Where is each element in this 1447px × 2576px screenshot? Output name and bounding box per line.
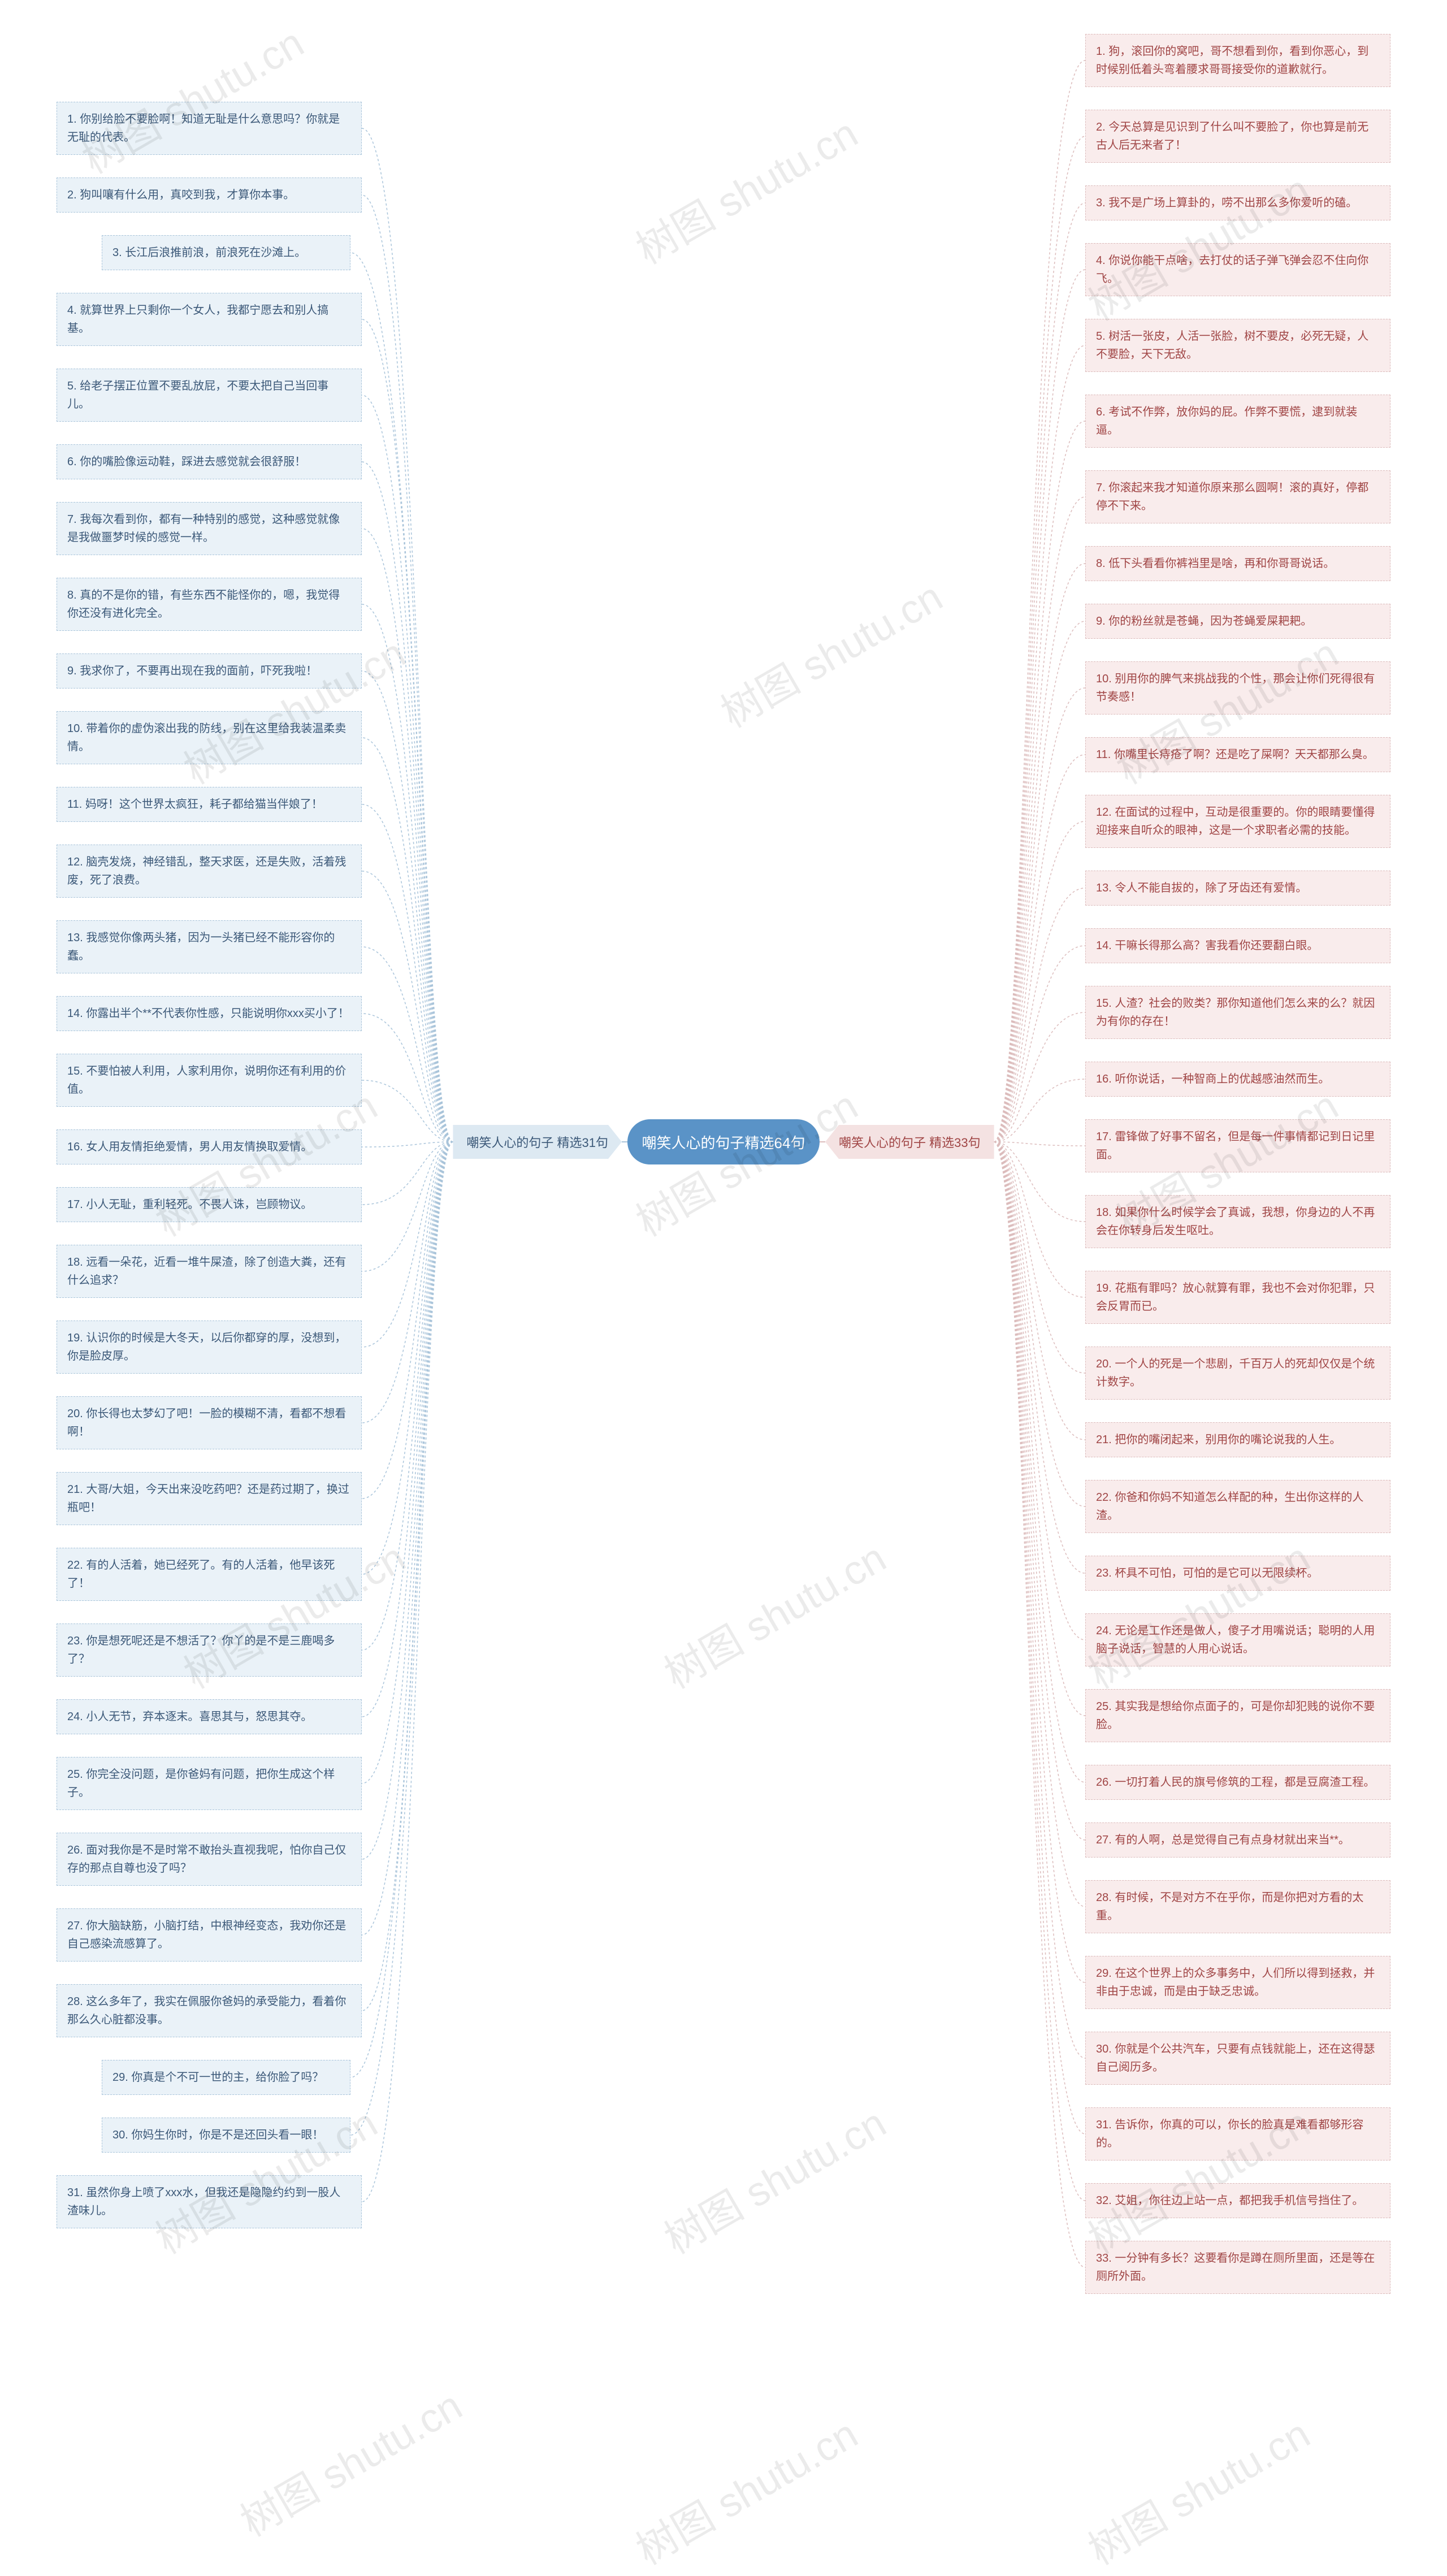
left-item: 1. 你别给脸不要脸啊！知道无耻是什么意思吗？你就是无耻的代表。 — [57, 102, 362, 155]
right-item: 26. 一切打着人民的旗号修筑的工程，都是豆腐渣工程。 — [1085, 1765, 1390, 1800]
left-item: 13. 我感觉你像两头猪，因为一头猪已经不能形容你的蠢。 — [57, 920, 362, 973]
right-item: 28. 有时候，不是对方不在乎你，而是你把对方看的太重。 — [1085, 1880, 1390, 1933]
branch-left-label: 嘲笑人心的句子 精选31句 — [466, 1133, 608, 1151]
left-item: 16. 女人用友情拒绝爱情，男人用友情换取爱情。 — [57, 1129, 362, 1164]
watermark: 树图 shutu.cn — [652, 1525, 895, 1700]
right-item: 16. 听你说话，一种智商上的优越感油然而生。 — [1085, 1062, 1390, 1097]
left-item: 18. 远看一朵花，近看一堆牛屎渣，除了创造大粪，还有什么追求？ — [57, 1245, 362, 1298]
left-item: 31. 虽然你身上喷了xxx水，但我还是隐隐约约到一股人渣味儿。 — [57, 2175, 362, 2228]
right-item: 12. 在面试的过程中，互动是很重要的。你的眼睛要懂得迎接来自听众的眼神，这是一… — [1085, 795, 1390, 848]
left-item: 12. 脑壳发烧，神经错乱，整天求医，还是失败，活着残废，死了浪费。 — [57, 845, 362, 898]
left-item: 17. 小人无耻，重利轻死。不畏人诛，岂顾物议。 — [57, 1187, 362, 1222]
right-column: 1. 狗，滚回你的窝吧，哥不想看到你，看到你恶心，到时候别低着头弯着腰求哥哥接受… — [1085, 34, 1390, 2317]
right-item: 23. 杯具不可怕，可怕的是它可以无限续杯。 — [1085, 1556, 1390, 1591]
left-item: 8. 真的不是你的错，有些东西不能怪你的，嗯，我觉得你还没有进化完全。 — [57, 578, 362, 631]
left-item: 2. 狗叫嚷有什么用，真咬到我，才算你本事。 — [57, 177, 362, 213]
right-item: 22. 你爸和你妈不知道怎么样配的种，生出你这样的人渣。 — [1085, 1480, 1390, 1533]
right-item: 32. 艾姐，你往边上站一点，都把我手机信号挡住了。 — [1085, 2183, 1390, 2218]
watermark: 树图 shutu.cn — [623, 2401, 867, 2576]
right-item: 25. 其实我是想给你点面子的，可是你却犯贱的说你不要脸。 — [1085, 1689, 1390, 1742]
watermark: 树图 shutu.cn — [652, 2090, 895, 2265]
left-item: 11. 妈呀！这个世界太疯狂，耗子都给猫当伴娘了！ — [57, 787, 362, 822]
right-item: 2. 今天总算是见识到了什么叫不要脸了，你也算是前无古人后无来者了！ — [1085, 110, 1390, 163]
right-item: 21. 把你的嘴闭起来，别用你的嘴论说我的人生。 — [1085, 1422, 1390, 1457]
right-item: 14. 干嘛长得那么高？害我看你还要翻白眼。 — [1085, 928, 1390, 963]
center-label: 嘲笑人心的句子精选64句 — [642, 1132, 805, 1153]
right-item: 17. 雷锋做了好事不留名，但是每一件事情都记到日记里面。 — [1085, 1119, 1390, 1172]
left-item: 5. 给老子摆正位置不要乱放屁，不要太把自己当回事儿。 — [57, 369, 362, 422]
right-item: 13. 令人不能自拔的，除了牙齿还有爱情。 — [1085, 871, 1390, 906]
right-item: 1. 狗，滚回你的窝吧，哥不想看到你，看到你恶心，到时候别低着头弯着腰求哥哥接受… — [1085, 34, 1390, 87]
left-item: 9. 我求你了，不要再出现在我的面前，吓死我啦！ — [57, 653, 362, 689]
left-column: 1. 你别给脸不要脸啊！知道无耻是什么意思吗？你就是无耻的代表。 2. 狗叫嚷有什… — [57, 102, 362, 2251]
center-node: 嘲笑人心的句子精选64句 — [627, 1119, 820, 1164]
watermark: 树图 shutu.cn — [708, 564, 951, 739]
right-item: 4. 你说你能干点啥，去打仗的话子弹飞弹会忍不住向你飞。 — [1085, 243, 1390, 296]
left-item: 24. 小人无节，弃本逐末。喜思其与，怒思其夺。 — [57, 1699, 362, 1734]
right-item: 6. 考试不作弊，放你妈的屁。作弊不要慌，逮到就装逼。 — [1085, 395, 1390, 448]
branch-left: 嘲笑人心的句子 精选31句 — [453, 1125, 622, 1159]
right-item: 11. 你嘴里长痔疮了啊？还是吃了屎啊？天天都那么臭。 — [1085, 737, 1390, 772]
left-item: 10. 带着你的虚伪滚出我的防线，别在这里给我装温柔卖情。 — [57, 711, 362, 764]
left-item: 20. 你长得也太梦幻了吧！一脸的模糊不清，看都不想看啊！ — [57, 1396, 362, 1449]
right-item: 31. 告诉你，你真的可以，你长的脸真是难看都够形容的。 — [1085, 2107, 1390, 2161]
right-item: 20. 一个人的死是一个悲剧，千百万人的死却仅仅是个统计数字。 — [1085, 1347, 1390, 1400]
left-item: 15. 不要怕被人利用，人家利用你，说明你还有利用的价值。 — [57, 1054, 362, 1107]
left-item: 30. 你妈生你时，你是不是还回头看一眼！ — [102, 2118, 350, 2153]
left-item: 23. 你是想死呢还是不想活了？你丫的是不是三鹿喝多了？ — [57, 1623, 362, 1677]
watermark: 树图 shutu.cn — [623, 101, 867, 275]
right-item: 18. 如果你什么时候学会了真诚，我想，你身边的人不再会在你转身后发生呕吐。 — [1085, 1195, 1390, 1248]
left-item: 29. 你真是个不可一世的主，给你脸了吗？ — [102, 2060, 350, 2095]
left-item: 22. 有的人活着，她已经死了。有的人活着，他早该死了！ — [57, 1548, 362, 1601]
left-item: 21. 大哥/大姐，今天出来没吃药吧？还是药过期了，换过瓶吧！ — [57, 1472, 362, 1525]
right-item: 19. 花瓶有罪吗？放心就算有罪，我也不会对你犯罪，只会反胃而已。 — [1085, 1271, 1390, 1324]
right-item: 9. 你的粉丝就是苍蝇，因为苍蝇爱屎耙耙。 — [1085, 604, 1390, 639]
right-item: 10. 别用你的脾气来挑战我的个性，那会让你们死得很有节奏感！ — [1085, 661, 1390, 715]
right-item: 30. 你就是个公共汽车，只要有点钱就能上，还在这得瑟自己阅历多。 — [1085, 2032, 1390, 2085]
right-item: 7. 你滚起来我才知道你原来那么圆啊！滚的真好，停都停不下来。 — [1085, 470, 1390, 523]
right-item: 29. 在这个世界上的众多事务中，人们所以得到拯救，并非由于忠诚，而是由于缺乏忠… — [1085, 1956, 1390, 2009]
left-item: 4. 就算世界上只剩你一个女人，我都宁愿去和别人搞基。 — [57, 293, 362, 346]
branch-right-label: 嘲笑人心的句子 精选33句 — [839, 1133, 981, 1151]
left-item: 7. 我每次看到你，都有一种特别的感觉，这种感觉就像是我做噩梦时候的感觉一样。 — [57, 502, 362, 555]
left-item: 19. 认识你的时候是大冬天，以后你都穿的厚，没想到，你是脸皮厚。 — [57, 1321, 362, 1374]
watermark: 树图 shutu.cn — [228, 2373, 471, 2548]
right-item: 27. 有的人啊，总是觉得自己有点身材就出来当**。 — [1085, 1822, 1390, 1858]
left-item: 28. 这么多年了，我实在佩服你爸妈的承受能力，看着你那么久心脏都没事。 — [57, 1984, 362, 2037]
left-item: 14. 你露出半个**不代表你性感，只能说明你xxx买小了！ — [57, 996, 362, 1031]
right-item: 5. 树活一张皮，人活一张脸，树不要皮，必死无疑，人不要脸，天下无敌。 — [1085, 319, 1390, 372]
right-item: 24. 无论是工作还是做人，傻子才用嘴说话；聪明的人用脑子说话，智慧的人用心说话… — [1085, 1613, 1390, 1666]
left-item: 6. 你的嘴脸像运动鞋，踩进去感觉就会很舒服！ — [57, 444, 362, 479]
right-item: 3. 我不是广场上算卦的，唠不出那么多你爱听的磕。 — [1085, 185, 1390, 220]
left-item: 27. 你大脑缺筋，小脑打结，中根神经变态，我劝你还是自己感染流感算了。 — [57, 1908, 362, 1962]
left-item: 3. 长江后浪推前浪，前浪死在沙滩上。 — [102, 235, 350, 270]
branch-right: 嘲笑人心的句子 精选33句 — [825, 1125, 994, 1159]
left-item: 26. 面对我你是不是时常不敢抬头直视我呢，怕你自己仅存的那点自尊也没了吗？ — [57, 1833, 362, 1886]
watermark: 树图 shutu.cn — [1076, 2401, 1319, 2576]
left-item: 25. 你完全没问题，是你爸妈有问题，把你生成这个样子。 — [57, 1757, 362, 1810]
right-item: 8. 低下头看看你裤裆里是啥，再和你哥哥说话。 — [1085, 546, 1390, 581]
right-item: 33. 一分钟有多长？这要看你是蹲在厕所里面，还是等在厕所外面。 — [1085, 2241, 1390, 2294]
right-item: 15. 人渣？社会的败类？那你知道他们怎么来的么？就因为有你的存在！ — [1085, 986, 1390, 1039]
